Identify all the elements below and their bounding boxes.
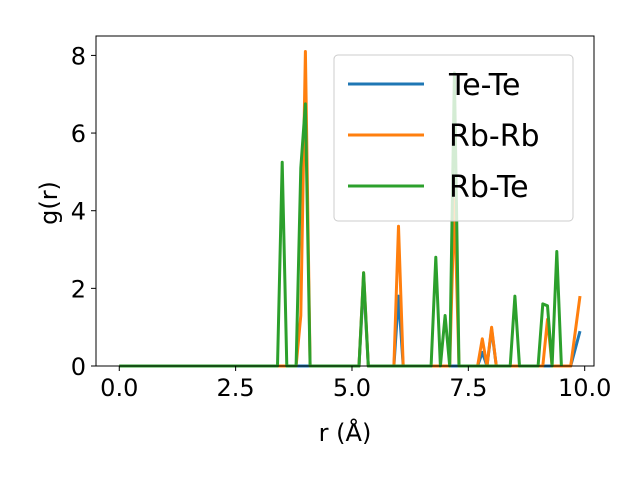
x-tick-label: 0.0 [100, 374, 138, 402]
y-tick-label: 2 [71, 275, 86, 303]
y-axis-label: g(r) [35, 181, 63, 225]
legend-entry-label: Rb-Rb [449, 119, 540, 154]
y-tick-label: 4 [71, 198, 86, 226]
x-tick-label: 10.0 [558, 374, 611, 402]
x-tick-label: 5.0 [333, 374, 371, 402]
y-tick-label: 0 [71, 353, 86, 381]
legend-box [333, 54, 574, 222]
legend: Te-Te Rb-Rb Rb-Te [333, 54, 574, 222]
y-tick-label: 8 [71, 42, 86, 70]
plot-frame [95, 35, 595, 367]
x-tick-label: 7.5 [449, 374, 487, 402]
x-tick-label: 2.5 [217, 374, 255, 402]
legend-entry-label: Te-Te [448, 68, 520, 103]
x-axis-label: r (Å) [319, 418, 372, 447]
legend-entry-label: Rb-Te [449, 170, 529, 205]
axes-layer: 0.0 2.5 5.0 7.5 10.0 0 2 4 6 8 [71, 35, 611, 402]
y-tick-label: 6 [71, 120, 86, 148]
